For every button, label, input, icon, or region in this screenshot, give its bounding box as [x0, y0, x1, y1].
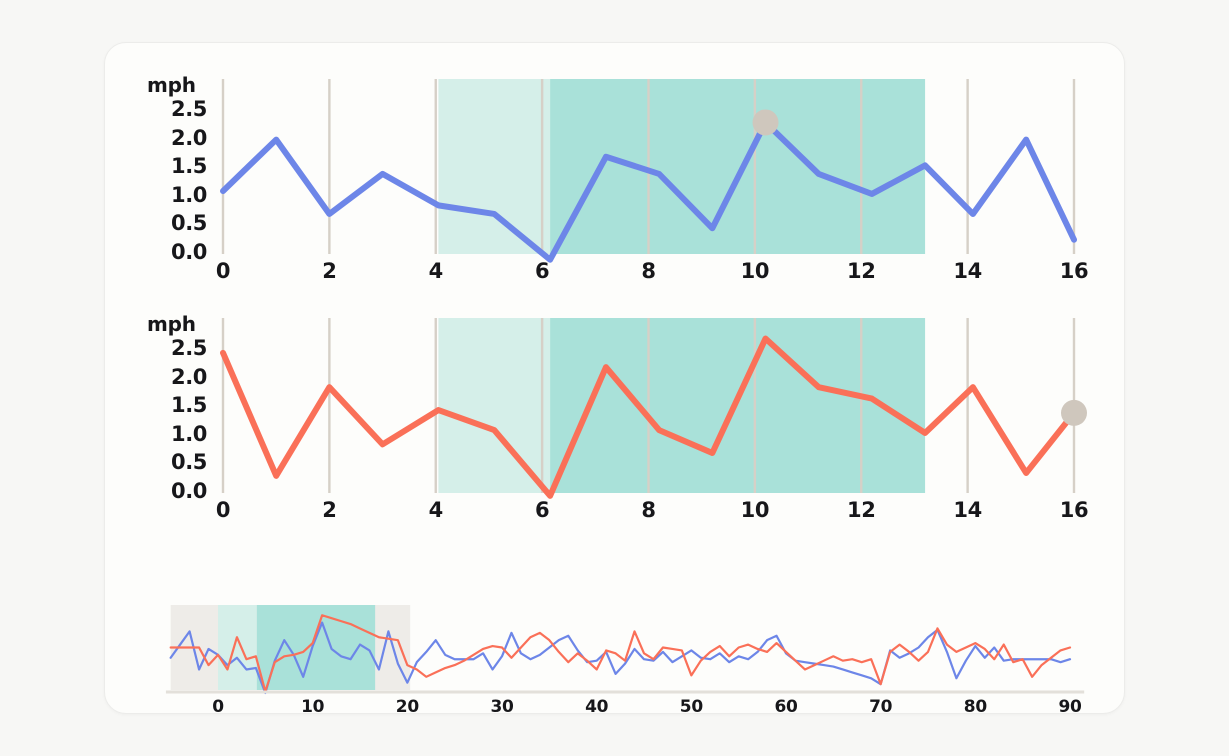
x-tick-label: 8 [641, 259, 656, 283]
x-tick-label: 4 [428, 498, 444, 522]
x-tick-label: 10 [740, 259, 770, 283]
overview-highlight-band-0 [218, 605, 257, 690]
data-point-marker-0 [752, 109, 779, 136]
top-chart-plot[interactable] [105, 43, 1126, 291]
y-tick-label: 1.5 [170, 393, 207, 418]
top-chart-unit-label: mph [147, 73, 196, 97]
x-tick-label: 16 [1059, 259, 1089, 283]
y-tick-label: 2.0 [170, 364, 207, 389]
x-tick-label: 0 [215, 498, 231, 522]
overview-highlight-band-1 [256, 605, 376, 690]
y-tick-label: 1.0 [170, 182, 207, 207]
y-tick-label: 1.5 [170, 154, 207, 179]
overview-x-tick-label: 40 [585, 697, 609, 717]
overview-x-tick-label: 30 [490, 697, 514, 717]
x-tick-label: 12 [847, 498, 876, 522]
x-tick-label: 10 [740, 498, 770, 522]
highlight-band-1 [550, 79, 926, 254]
highlight-band-0 [438, 318, 551, 493]
overview-brush-panel: 0 10 20 30 40 50 60 70 80 90 [105, 540, 1126, 717]
overview-x-tick-label: 90 [1058, 697, 1082, 717]
x-tick-label: 6 [535, 259, 550, 283]
overview-x-tick-label: 0 [212, 697, 224, 717]
x-tick-label: 2 [322, 498, 337, 522]
y-tick-label: 0.5 [170, 211, 207, 236]
overview-x-tick-label: 80 [963, 697, 987, 717]
bottom-speed-chart-panel: mph 2.5 2.0 1.5 1.0 0.5 0.0 0 2 4 6 8 10 12 14 16 [105, 282, 1126, 530]
y-tick-label: 2.5 [170, 97, 207, 121]
overview-x-tick-label: 10 [301, 697, 325, 717]
y-tick-label: 1.0 [170, 421, 207, 446]
x-tick-label: 0 [215, 259, 231, 283]
overview-series-red-speed-overview [169, 614, 1072, 693]
x-tick-label: 8 [641, 498, 656, 522]
overview-series-blue-speed-overview [169, 621, 1072, 695]
overview-x-tick-label: 20 [395, 697, 419, 717]
x-tick-label: 4 [428, 259, 444, 283]
x-tick-label: 6 [535, 498, 550, 522]
series-line-blue-speed [220, 119, 1077, 263]
x-tick-label: 14 [953, 259, 982, 283]
highlight-band-0 [438, 79, 551, 254]
x-tick-label: 14 [953, 498, 982, 522]
y-tick-label: 0.5 [170, 450, 207, 475]
x-tick-label: 16 [1059, 498, 1089, 522]
chart-card: mph 2.5 2.0 1.5 1.0 0.5 0.0 0 2 4 6 8 10 12 14 16 mph… [104, 42, 1126, 717]
series-line-red-speed [220, 335, 1077, 499]
top-speed-chart-panel: mph 2.5 2.0 1.5 1.0 0.5 0.0 0 2 4 6 8 10 12 14 16 [105, 43, 1126, 291]
overview-plot[interactable] [105, 540, 1126, 700]
x-tick-label: 2 [322, 259, 337, 283]
y-tick-label: 2.0 [170, 125, 207, 150]
bottom-chart-unit-label: mph [147, 312, 196, 336]
y-tick-label: 0.0 [170, 479, 207, 503]
y-tick-label: 0.0 [170, 240, 207, 264]
overview-x-tick-label: 60 [774, 697, 798, 717]
overview-x-tick-label: 70 [869, 697, 893, 717]
data-point-marker-0 [1061, 399, 1087, 426]
bottom-chart-plot[interactable] [105, 282, 1126, 530]
y-tick-label: 2.5 [170, 336, 207, 360]
overview-x-tick-label: 50 [679, 697, 703, 717]
x-tick-label: 12 [847, 259, 876, 283]
